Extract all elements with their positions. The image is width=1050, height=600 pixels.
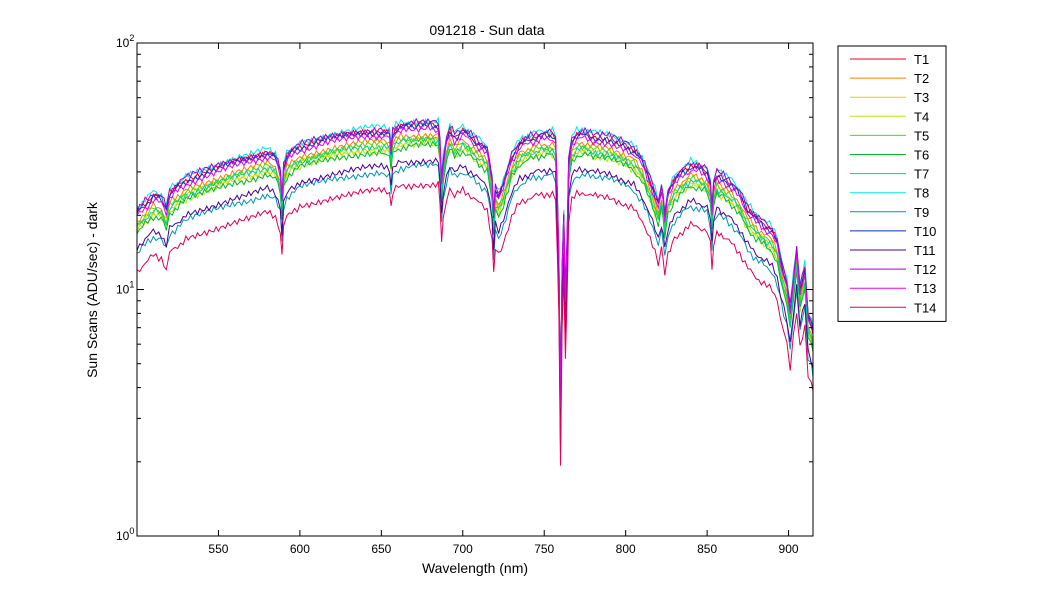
- x-axis-label: Wavelength (nm): [422, 560, 528, 576]
- legend-label: T5: [914, 128, 929, 143]
- axes-frame: [136, 42, 814, 537]
- legend-label: T8: [914, 186, 929, 201]
- y-tick-label: 102: [116, 33, 134, 50]
- series-line-T7: [136, 135, 814, 421]
- legend-label: T3: [914, 90, 929, 105]
- series-line-T1: [136, 119, 814, 408]
- chart-title: 091218 - Sun data: [429, 22, 544, 38]
- legend-label: T11: [914, 243, 935, 258]
- legend: T1 T2 T3 T4 T5 T6 T7 T8 T9 T10 T11 T12 T13 T14: [837, 45, 947, 322]
- series-line-T6: [136, 140, 814, 427]
- series-line-T13: [136, 124, 814, 408]
- legend-label: T1: [914, 52, 929, 67]
- legend-label: T4: [914, 109, 929, 124]
- series-line-T14: [136, 180, 814, 466]
- plot-area: [136, 116, 814, 466]
- x-tick-label: 750: [534, 542, 554, 556]
- series-line-T2: [136, 131, 814, 419]
- x-tick-label: 850: [697, 542, 717, 556]
- y-axis-label: Sun Scans (ADU/sec) - dark: [84, 201, 100, 378]
- y-tick-label: 100: [116, 526, 134, 543]
- y-axis: 100 101 102: [116, 33, 813, 543]
- legend-label: T7: [914, 167, 929, 182]
- x-tick-label: 550: [208, 542, 228, 556]
- y-tick-label: 101: [116, 280, 134, 297]
- legend-label: T9: [914, 205, 929, 220]
- x-tick-label: 600: [290, 542, 310, 556]
- x-tick-label: 650: [371, 542, 391, 556]
- legend-box: [837, 45, 947, 322]
- legend-label: T2: [914, 71, 929, 86]
- legend-label: T6: [914, 148, 929, 163]
- x-axis: 550 600 650 700 750 800 850 900: [208, 43, 799, 556]
- series-line-T12: [136, 117, 814, 404]
- legend-label: T13: [914, 281, 936, 296]
- x-tick-label: 800: [616, 542, 636, 556]
- legend-label: T12: [914, 262, 936, 277]
- legend-label: T10: [914, 224, 936, 239]
- x-tick-label: 700: [453, 542, 473, 556]
- series-line-T9: [136, 161, 814, 453]
- legend-label: T14: [914, 300, 936, 315]
- series-line-T11: [136, 157, 814, 441]
- x-tick-label: 900: [779, 542, 799, 556]
